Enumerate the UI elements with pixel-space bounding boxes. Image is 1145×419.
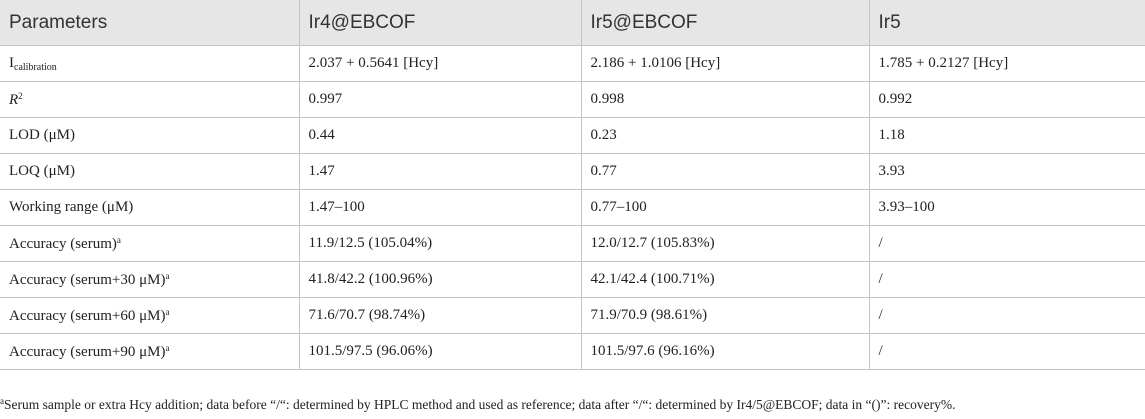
table-row: Accuracy (serum+60 μM)a 71.6/70.7 (98.74… [0,297,1145,334]
value-cell: 101.5/97.6 (96.16%) [581,333,870,370]
header-ir4-ebcof: Ir4@EBCOF [299,0,582,46]
parameter-subscript: calibration [14,61,57,73]
table-row: R2 0.997 0.998 0.992 [0,81,1145,118]
table-row: Icalibration 2.037 + 0.5641 [Hcy] 2.186 … [0,45,1145,82]
parameter-cell: LOD (μM) [0,117,300,154]
value-cell: 0.44 [299,117,582,154]
parameter-label: Accuracy (serum+30 μM) [9,271,166,288]
value-cell: 71.6/70.7 (98.74%) [299,297,582,334]
value-cell: 0.992 [869,81,1145,118]
value-cell: 1.18 [869,117,1145,154]
value-cell: 42.1/42.4 (100.71%) [581,261,870,298]
parameter-superscript: a [116,234,121,245]
parameter-label: Accuracy (serum+60 μM) [9,307,166,324]
value-cell: 2.186 + 1.0106 [Hcy] [581,45,870,82]
table-row: Accuracy (serum)a 11.9/12.5 (105.04%) 12… [0,225,1145,262]
footnote-marker: a [0,396,4,406]
value-cell: 3.93–100 [869,189,1145,226]
parameter-label: Accuracy (serum) [9,235,117,252]
table-row: LOQ (μM) 1.47 0.77 3.93 [0,153,1145,190]
parameter-cell: Accuracy (serum+60 μM)a [0,297,300,334]
value-cell: 12.0/12.7 (105.83%) [581,225,870,262]
parameter-cell: LOQ (μM) [0,153,300,190]
parameter-cell: Accuracy (serum)a [0,225,300,262]
value-cell: 101.5/97.5 (96.06%) [299,333,582,370]
header-ir5: Ir5 [869,0,1145,46]
value-cell: 3.93 [869,153,1145,190]
parameter-cell: Accuracy (serum+30 μM)a [0,261,300,298]
parameter-label: Accuracy (serum+90 μM) [9,343,166,360]
value-cell: 0.23 [581,117,870,154]
value-cell: 11.9/12.5 (105.04%) [299,225,582,262]
value-cell: 0.997 [299,81,582,118]
value-cell: / [869,297,1145,334]
value-cell: 41.8/42.2 (100.96%) [299,261,582,298]
table-row: LOD (μM) 0.44 0.23 1.18 [0,117,1145,154]
value-cell: / [869,261,1145,298]
value-cell: 0.77–100 [581,189,870,226]
parameters-table: Parameters Ir4@EBCOF Ir5@EBCOF Ir5 Icali… [0,0,1145,370]
parameter-label: R [9,91,19,108]
table-footnote: aSerum sample or extra Hcy addition; dat… [0,396,1145,413]
table-row: Accuracy (serum+90 μM)a 101.5/97.5 (96.0… [0,333,1145,370]
value-cell: 71.9/70.9 (98.61%) [581,297,870,334]
parameter-superscript: a [165,342,170,353]
parameter-superscript: a [165,270,170,281]
parameter-superscript: 2 [18,90,23,101]
value-cell: / [869,333,1145,370]
value-cell: 1.785 + 0.2127 [Hcy] [869,45,1145,82]
value-cell: 2.037 + 0.5641 [Hcy] [299,45,582,82]
value-cell: 0.77 [581,153,870,190]
header-ir5-ebcof: Ir5@EBCOF [581,0,870,46]
parameter-label: I [9,54,14,71]
parameter-cell: R2 [0,81,300,118]
table-header-row: Parameters Ir4@EBCOF Ir5@EBCOF Ir5 [0,0,1145,46]
footnote-text: Serum sample or extra Hcy addition; data… [4,397,956,412]
value-cell: 1.47–100 [299,189,582,226]
parameter-cell: Icalibration [0,45,300,82]
parameter-cell: Accuracy (serum+90 μM)a [0,333,300,370]
value-cell: 0.998 [581,81,870,118]
parameter-superscript: a [165,306,170,317]
value-cell: / [869,225,1145,262]
table-row: Working range (μM) 1.47–100 0.77–100 3.9… [0,189,1145,226]
header-parameters: Parameters [0,0,300,46]
parameter-cell: Working range (μM) [0,189,300,226]
table-row: Accuracy (serum+30 μM)a 41.8/42.2 (100.9… [0,261,1145,298]
value-cell: 1.47 [299,153,582,190]
